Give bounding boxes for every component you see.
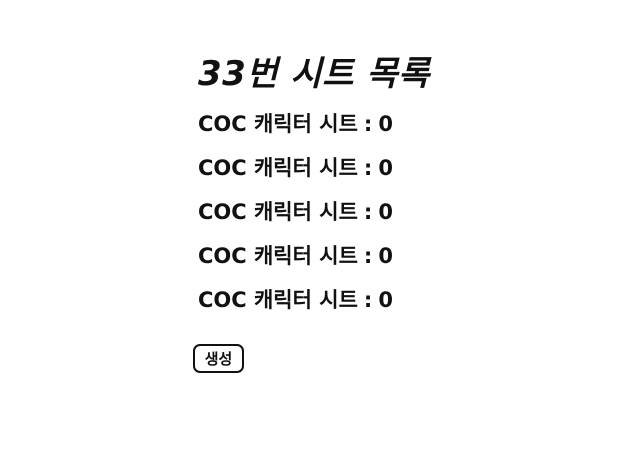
sheet-item[interactable]: COC 캐릭터 시트:0 — [198, 146, 430, 190]
sheet-list-panel: 33번 시트 목록 COC 캐릭터 시트:0 COC 캐릭터 시트:0 COC … — [198, 46, 430, 322]
sheet-list: COC 캐릭터 시트:0 COC 캐릭터 시트:0 COC 캐릭터 시트:0 C… — [198, 102, 430, 322]
sheet-item-label: COC 캐릭터 시트 — [198, 112, 358, 136]
sheet-item-separator: : — [363, 244, 373, 268]
sheet-item-value: 0 — [378, 156, 393, 180]
sheet-item-label: COC 캐릭터 시트 — [198, 288, 358, 312]
sheet-item-value: 0 — [378, 288, 393, 312]
sheet-item[interactable]: COC 캐릭터 시트:0 — [198, 102, 430, 146]
sheet-item-value: 0 — [378, 200, 393, 224]
sheet-item[interactable]: COC 캐릭터 시트:0 — [198, 278, 430, 322]
sheet-item-value: 0 — [378, 112, 393, 136]
sheet-item-value: 0 — [378, 244, 393, 268]
sheet-item-separator: : — [363, 112, 373, 136]
sheet-item-separator: : — [363, 288, 373, 312]
sheet-item-label: COC 캐릭터 시트 — [198, 156, 358, 180]
page-title: 33번 시트 목록 — [198, 54, 430, 94]
sheet-item[interactable]: COC 캐릭터 시트:0 — [198, 190, 430, 234]
sheet-item-separator: : — [363, 200, 373, 224]
sheet-item[interactable]: COC 캐릭터 시트:0 — [198, 234, 430, 278]
sheet-item-label: COC 캐릭터 시트 — [198, 200, 358, 224]
create-button[interactable]: 생성 — [193, 344, 244, 373]
sheet-item-separator: : — [363, 156, 373, 180]
sheet-item-label: COC 캐릭터 시트 — [198, 244, 358, 268]
